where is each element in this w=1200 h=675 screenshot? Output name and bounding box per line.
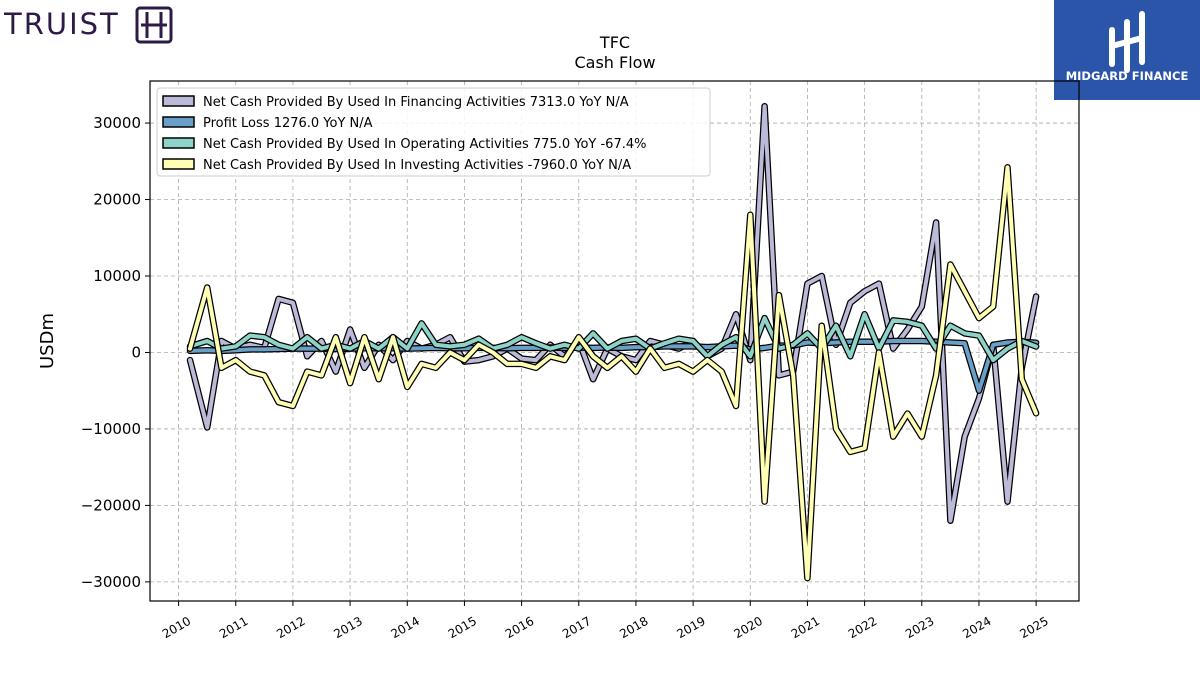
x-tick-label: 2012 bbox=[274, 614, 307, 641]
legend-entry: Net Cash Provided By Used In Financing A… bbox=[203, 95, 629, 110]
x-tick-label: 2010 bbox=[160, 614, 193, 641]
x-tick-label: 2025 bbox=[1017, 614, 1050, 641]
legend-entry: Net Cash Provided By Used In Investing A… bbox=[203, 158, 631, 173]
midgard-logo-graphic: MIDGARD FINANCE bbox=[1066, 11, 1189, 83]
y-tick-label: −10000 bbox=[81, 420, 141, 438]
legend-swatch bbox=[162, 137, 195, 149]
truist-logo: TRUIST bbox=[3, 2, 179, 48]
y-axis-label: USDm bbox=[37, 313, 58, 369]
legend-swatch bbox=[162, 95, 195, 107]
chart-subtitle: Cash Flow bbox=[574, 53, 655, 72]
x-tick-label: 2017 bbox=[560, 614, 593, 641]
x-tick-label: 2020 bbox=[732, 614, 765, 641]
legend-entry: Net Cash Provided By Used In Operating A… bbox=[203, 137, 646, 152]
y-tick-label: 30000 bbox=[93, 114, 141, 132]
y-tick-label: −30000 bbox=[81, 573, 141, 591]
x-tick-label: 2011 bbox=[217, 614, 250, 641]
x-tick-label: 2015 bbox=[446, 614, 479, 641]
legend-swatch bbox=[162, 158, 195, 170]
x-tick-label: 2018 bbox=[617, 614, 650, 641]
y-tick-label: −20000 bbox=[81, 496, 141, 514]
series-layer bbox=[186, 102, 1040, 582]
x-tick-label: 2013 bbox=[331, 614, 364, 641]
y-tick-label: 0 bbox=[131, 343, 141, 361]
x-tick-label: 2023 bbox=[903, 614, 936, 641]
x-tick-label: 2022 bbox=[846, 614, 879, 641]
y-tick-label: 20000 bbox=[93, 191, 141, 209]
y-tick-label: 10000 bbox=[93, 267, 141, 285]
x-axis: 2010 2011 2012 2013 2014 2015 2016 2017 2018 2019… bbox=[160, 601, 1051, 641]
plot-frame bbox=[149, 80, 1080, 602]
x-tick-label: 2021 bbox=[789, 614, 822, 641]
legend-swatch bbox=[162, 116, 195, 128]
legend-entry: Profit Loss 1276.0 YoY N/A bbox=[203, 116, 373, 131]
legend-box bbox=[156, 87, 711, 177]
series-line bbox=[188, 104, 1039, 523]
x-tick-label: 2016 bbox=[503, 614, 536, 641]
x-tick-label: 2019 bbox=[674, 614, 707, 641]
chart-title: TFC bbox=[599, 33, 630, 52]
legend: Net Cash Provided By Used In Financing A… bbox=[156, 87, 711, 177]
series-net-cash-provided-by-used-in-financing-activities bbox=[186, 102, 1040, 524]
x-tick-label: 2024 bbox=[960, 614, 993, 641]
midgard-mark-icon bbox=[1109, 11, 1145, 73]
midgard-logo-text: MIDGARD FINANCE bbox=[1066, 69, 1189, 83]
series-line bbox=[188, 165, 1039, 581]
truist-logo-text: TRUIST bbox=[4, 7, 120, 41]
x-tick-label: 2014 bbox=[389, 614, 422, 641]
y-axis: −30000 −20000 −10000 0 10000 20000 30000 bbox=[81, 114, 150, 591]
series-net-cash-provided-by-used-in-investing-activities bbox=[186, 164, 1040, 582]
truist-logo-graphic: TRUIST bbox=[3, 6, 173, 44]
truist-mark-icon bbox=[135, 6, 173, 44]
midgard-finance-logo: MIDGARD FINANCE bbox=[1054, 0, 1200, 100]
